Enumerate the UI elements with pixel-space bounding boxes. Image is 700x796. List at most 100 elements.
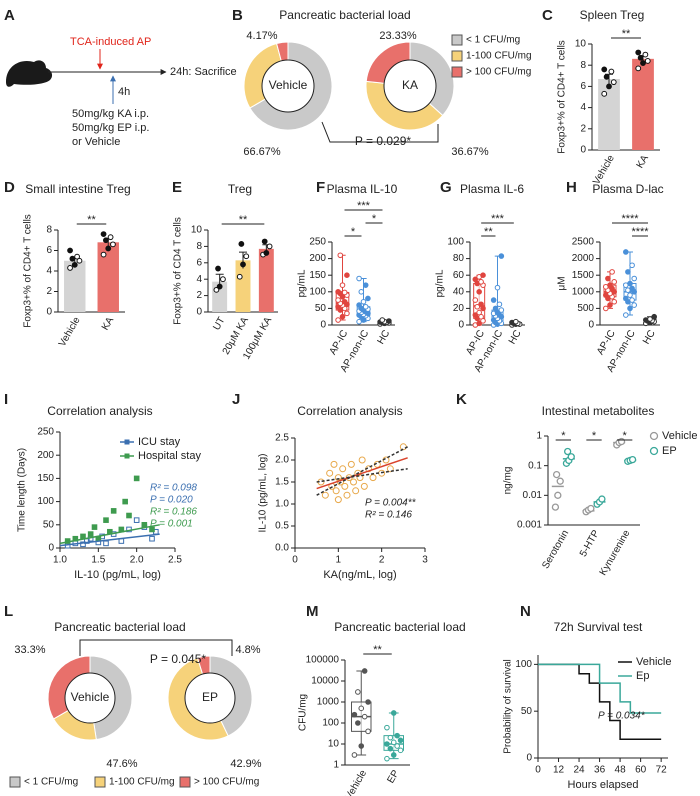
y-tick-label: 10 [328, 739, 340, 750]
significance-label: ** [87, 214, 96, 226]
data-point [107, 234, 114, 241]
y-tick-label: 4 [196, 274, 202, 285]
bar [97, 242, 119, 312]
data-point [476, 289, 482, 295]
legend-label: 1-100 CFU/mg [109, 777, 175, 788]
y-tick-label: 0.001 [517, 520, 542, 531]
data-point [603, 73, 610, 80]
series-label: KA [402, 78, 418, 92]
series-label: EP [202, 690, 218, 704]
x-tick-label: 2.5 [168, 555, 182, 566]
x-tick-label: 1 [336, 555, 342, 566]
data-point [347, 460, 355, 468]
data-point [390, 739, 397, 746]
significance-label: * [561, 430, 566, 442]
y-axis-label: Foxp3+% of CD4 T cells [173, 217, 184, 325]
data-point [628, 455, 637, 464]
data-point [215, 265, 221, 272]
y-tick-label: 50 [315, 303, 327, 314]
x-tick-label: 72 [656, 765, 668, 776]
panel-letter: B [232, 7, 243, 24]
value-label: 66.67% [243, 146, 281, 158]
x-tick-label: Vehicle [57, 315, 83, 349]
data-point [87, 531, 94, 537]
y-tick-label: 100 [447, 237, 464, 248]
x-tick-label: Kynurenine [598, 528, 633, 578]
data-point [480, 272, 486, 279]
data-point [362, 303, 369, 310]
data-point [335, 297, 341, 303]
annotation: R² = 0.146 [365, 510, 412, 521]
data-point [126, 512, 132, 519]
y-tick-label: 40 [453, 286, 465, 297]
chart-title: Spleen Treg [580, 8, 645, 22]
trend-line [59, 533, 160, 547]
data-point [494, 284, 501, 291]
legend-label: Vehicle [636, 656, 671, 668]
x-tick-label: 12 [553, 765, 565, 776]
y-tick-label: 4 [580, 102, 586, 113]
y-tick-label: 0.01 [523, 490, 543, 501]
y-tick-label: 200 [309, 253, 326, 264]
data-point [513, 318, 519, 325]
data-point [490, 297, 497, 303]
data-point [335, 317, 341, 323]
data-point [216, 283, 223, 290]
x-tick-label: 48 [615, 765, 627, 776]
x-tick-label: 3 [422, 555, 428, 566]
data-point [498, 253, 505, 259]
bar [235, 260, 251, 312]
data-point [105, 245, 112, 252]
data-point [339, 313, 346, 320]
data-point [601, 90, 608, 97]
data-point [334, 496, 342, 504]
y-tick-label: 0.5 [275, 521, 289, 532]
chart-title: 72h Survival test [554, 620, 643, 634]
panel-letter: N [520, 603, 531, 620]
data-point [344, 310, 350, 317]
legend-label: Hospital stay [138, 450, 201, 462]
data-point [321, 491, 329, 499]
trend-line [316, 446, 409, 496]
data-point [627, 292, 633, 298]
condition-label: TCA-induced AP [70, 36, 151, 48]
y-tick-label: 0 [526, 753, 532, 764]
y-tick-label: 20 [453, 303, 465, 314]
panel-letter: F [316, 179, 325, 196]
y-tick-label: 1000 [317, 697, 340, 708]
data-point [243, 253, 250, 260]
panel-letter: H [566, 179, 577, 196]
data-point [103, 517, 109, 523]
data-point [133, 475, 140, 482]
data-point [556, 477, 564, 485]
bar [598, 78, 620, 150]
data-point [339, 282, 346, 288]
data-point [386, 465, 394, 473]
legend-swatch [451, 66, 463, 78]
data-point [608, 68, 615, 75]
y-tick-label: 100 [309, 286, 326, 297]
y-tick-label: 2 [580, 123, 586, 134]
data-point [356, 318, 362, 325]
y-tick-label: 1.5 [275, 477, 289, 488]
significance-label: * [372, 213, 377, 225]
y-tick-label: 2.5 [275, 433, 289, 444]
x-tick-label: HC [641, 328, 658, 346]
y-tick-label: 200 [37, 450, 54, 461]
annotation: P = 0.004** [365, 498, 417, 509]
panel-letter: K [456, 391, 467, 408]
y-axis-label: pg/mL [435, 269, 446, 297]
data-point [651, 313, 658, 320]
annotation: P = 0.020 [150, 495, 193, 506]
chart-title: Correlation analysis [47, 404, 152, 418]
data-point [476, 320, 482, 327]
value-label: 36.67% [451, 146, 489, 158]
y-tick-label: 0 [320, 320, 326, 331]
data-point [341, 289, 348, 296]
data-point [149, 526, 155, 533]
data-point [341, 298, 348, 305]
data-point [627, 280, 633, 287]
data-point [80, 533, 86, 540]
y-tick-label: 4 [46, 266, 52, 277]
